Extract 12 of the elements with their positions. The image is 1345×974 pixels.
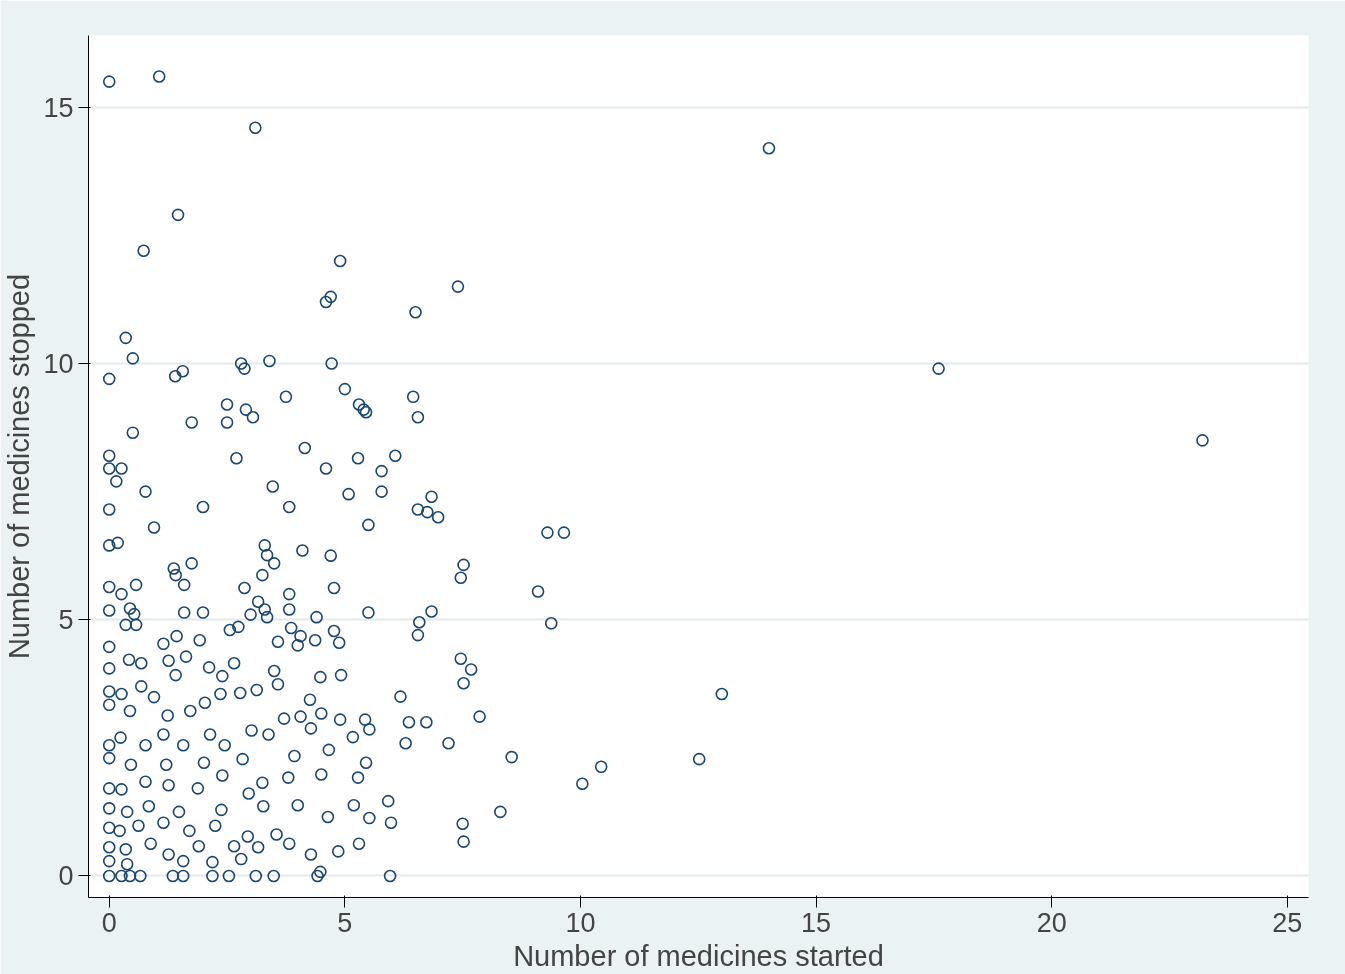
x-tick-label: 0 — [101, 907, 117, 938]
x-axis-title: Number of medicines started — [513, 939, 884, 972]
y-tick-label: 10 — [43, 348, 74, 379]
y-axis-title: Number of medicines stopped — [3, 273, 36, 660]
x-tick-label: 20 — [1036, 907, 1067, 938]
y-tick-label: 15 — [43, 92, 74, 123]
x-tick-label: 25 — [1272, 907, 1303, 938]
x-tick-label: 15 — [801, 907, 832, 938]
x-tick-label: 10 — [565, 907, 596, 938]
x-tick-label: 5 — [337, 907, 353, 938]
y-tick-label: 0 — [58, 861, 74, 892]
y-tick-label: 5 — [58, 605, 74, 636]
